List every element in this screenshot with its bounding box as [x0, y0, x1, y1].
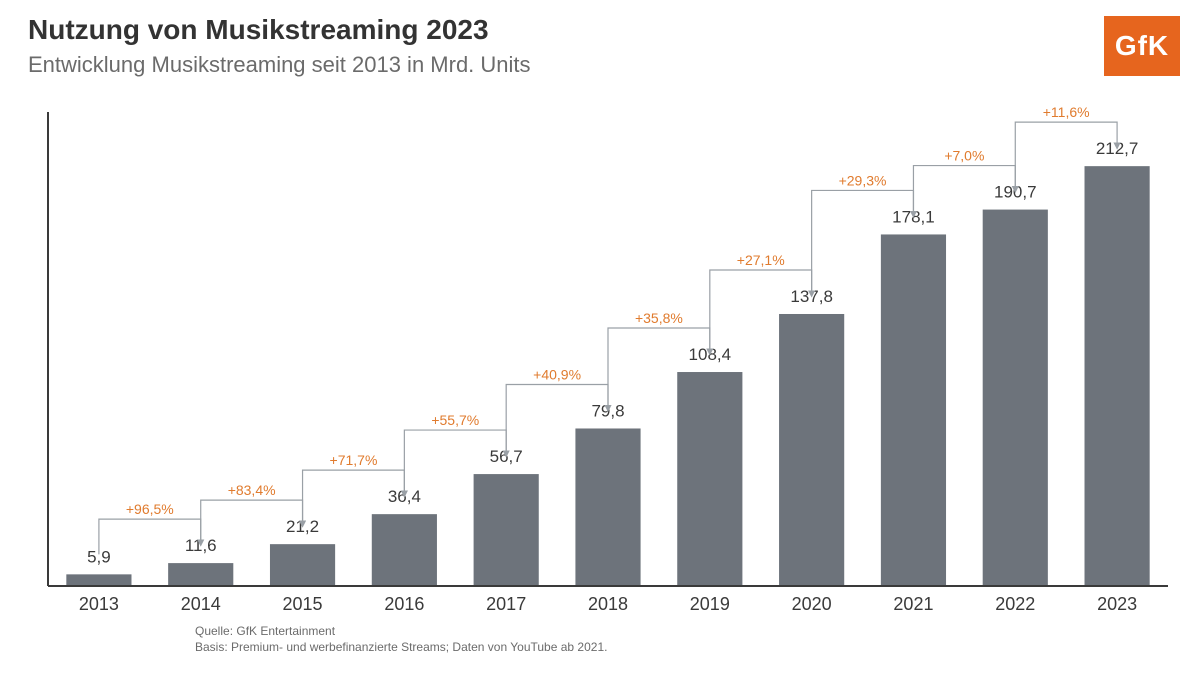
- chart-title: Nutzung von Musikstreaming 2023: [28, 14, 489, 46]
- chart-subtitle: Entwicklung Musikstreaming seit 2013 in …: [28, 52, 531, 78]
- x-label-2021: 2021: [893, 594, 933, 614]
- bar-2023: [1085, 166, 1150, 586]
- bar-2021: [881, 234, 946, 586]
- growth-label-2015-2016: +71,7%: [330, 452, 378, 468]
- bar-2018: [575, 428, 640, 586]
- gfk-logo: GfK: [1104, 16, 1180, 76]
- x-label-2016: 2016: [384, 594, 424, 614]
- bar-2015: [270, 544, 335, 586]
- x-label-2023: 2023: [1097, 594, 1137, 614]
- x-label-2014: 2014: [181, 594, 221, 614]
- growth-label-2019-2020: +27,1%: [737, 252, 785, 268]
- bar-chart: 5,9201311,6201421,2201536,4201656,720177…: [28, 92, 1172, 616]
- growth-label-2016-2017: +55,7%: [431, 412, 479, 428]
- growth-label-2020-2021: +29,3%: [839, 172, 887, 188]
- bar-2016: [372, 514, 437, 586]
- bar-2013: [66, 574, 131, 586]
- x-label-2020: 2020: [792, 594, 832, 614]
- bar-2020: [779, 314, 844, 586]
- x-label-2013: 2013: [79, 594, 119, 614]
- growth-label-2014-2015: +83,4%: [228, 482, 276, 498]
- bar-2019: [677, 372, 742, 586]
- growth-label-2022-2023: +11,6%: [1043, 104, 1090, 120]
- x-label-2022: 2022: [995, 594, 1035, 614]
- footer-source: Quelle: GfK Entertainment: [195, 624, 335, 638]
- bar-2017: [474, 474, 539, 586]
- x-label-2015: 2015: [283, 594, 323, 614]
- footer-basis: Basis: Premium- und werbefinanzierte Str…: [195, 640, 607, 654]
- bar-2014: [168, 563, 233, 586]
- x-label-2017: 2017: [486, 594, 526, 614]
- growth-label-2018-2019: +35,8%: [635, 310, 683, 326]
- growth-label-2017-2018: +40,9%: [533, 366, 581, 382]
- x-label-2019: 2019: [690, 594, 730, 614]
- page: Nutzung von Musikstreaming 2023 Entwickl…: [0, 0, 1200, 675]
- growth-label-2021-2022: +7,0%: [944, 148, 984, 164]
- growth-label-2013-2014: +96,5%: [126, 501, 174, 517]
- bar-2022: [983, 210, 1048, 586]
- x-label-2018: 2018: [588, 594, 628, 614]
